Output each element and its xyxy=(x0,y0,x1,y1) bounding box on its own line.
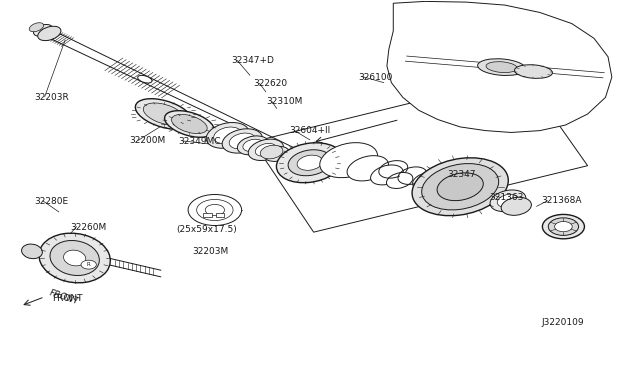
Ellipse shape xyxy=(437,173,483,201)
Ellipse shape xyxy=(486,62,517,73)
Ellipse shape xyxy=(243,139,263,151)
Text: 32310M: 32310M xyxy=(266,97,302,106)
Ellipse shape xyxy=(33,25,52,36)
Ellipse shape xyxy=(50,241,99,276)
Ellipse shape xyxy=(288,150,332,176)
Text: 32349MC: 32349MC xyxy=(179,137,221,146)
Text: 32203M: 32203M xyxy=(193,247,229,256)
Text: 32347: 32347 xyxy=(447,170,476,179)
Ellipse shape xyxy=(371,165,403,185)
Bar xyxy=(216,213,225,217)
Ellipse shape xyxy=(501,197,531,215)
Circle shape xyxy=(555,221,572,232)
Circle shape xyxy=(81,260,97,269)
Ellipse shape xyxy=(237,136,269,155)
Ellipse shape xyxy=(515,65,552,78)
Ellipse shape xyxy=(143,103,184,125)
Text: 321368A: 321368A xyxy=(541,196,582,205)
Text: 322620: 322620 xyxy=(253,79,287,88)
Text: FRONT: FRONT xyxy=(52,294,83,303)
Ellipse shape xyxy=(490,190,526,212)
Ellipse shape xyxy=(248,139,284,160)
Ellipse shape xyxy=(135,99,193,129)
Ellipse shape xyxy=(63,250,86,266)
Bar xyxy=(204,213,212,217)
Text: R: R xyxy=(87,262,91,267)
Ellipse shape xyxy=(39,233,110,283)
Ellipse shape xyxy=(229,133,255,149)
Ellipse shape xyxy=(164,111,214,137)
Circle shape xyxy=(188,195,242,225)
Text: 32347+D: 32347+D xyxy=(231,56,274,65)
Ellipse shape xyxy=(477,59,525,76)
Text: 32280E: 32280E xyxy=(35,197,68,206)
Ellipse shape xyxy=(347,155,388,181)
Ellipse shape xyxy=(22,244,42,259)
Text: 32203R: 32203R xyxy=(35,93,69,102)
Text: J3220109: J3220109 xyxy=(541,318,584,327)
Text: 32260M: 32260M xyxy=(70,223,106,232)
Ellipse shape xyxy=(172,115,207,134)
Polygon shape xyxy=(387,1,612,132)
Ellipse shape xyxy=(320,142,378,178)
Circle shape xyxy=(548,218,579,235)
Text: (25x59x17.5): (25x59x17.5) xyxy=(177,225,237,234)
Ellipse shape xyxy=(412,158,508,216)
Ellipse shape xyxy=(206,122,249,148)
Polygon shape xyxy=(253,75,588,232)
Ellipse shape xyxy=(387,173,413,189)
Text: 321363: 321363 xyxy=(489,193,524,202)
Ellipse shape xyxy=(255,143,276,156)
Ellipse shape xyxy=(276,143,343,183)
Ellipse shape xyxy=(297,155,323,170)
Ellipse shape xyxy=(260,145,283,159)
Text: FRONT: FRONT xyxy=(48,288,80,307)
Text: 32200M: 32200M xyxy=(129,137,165,145)
Ellipse shape xyxy=(497,194,519,207)
Text: 32604+II: 32604+II xyxy=(289,126,331,135)
Ellipse shape xyxy=(214,127,241,144)
Circle shape xyxy=(205,205,225,216)
Ellipse shape xyxy=(264,146,289,161)
Text: 326100: 326100 xyxy=(358,73,392,81)
Ellipse shape xyxy=(138,76,152,83)
Ellipse shape xyxy=(422,164,499,210)
Ellipse shape xyxy=(222,129,262,153)
Ellipse shape xyxy=(29,23,44,32)
Circle shape xyxy=(196,199,233,221)
Ellipse shape xyxy=(38,26,61,41)
Circle shape xyxy=(542,214,584,239)
